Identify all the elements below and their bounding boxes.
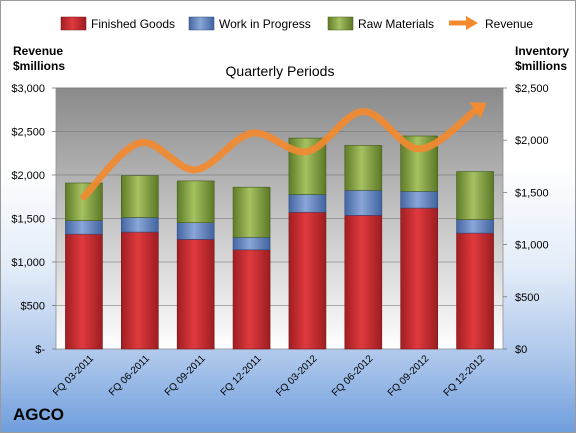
bar-work-in-progress-fq-03-2012 <box>288 194 327 213</box>
legend-swatch-finished-goods <box>60 16 87 31</box>
bar-work-in-progress-fq-12-2012 <box>456 219 494 234</box>
left-tick-label: $2,500 <box>11 127 45 139</box>
legend-swatch-revenue <box>449 16 478 30</box>
left-axis-title-line1: Revenue <box>13 44 63 58</box>
legend-label-finished-goods: Finished Goods <box>91 17 175 31</box>
bar-raw-materials-fq-06-2012 <box>344 145 383 191</box>
right-tick-label: $0 <box>515 344 527 356</box>
bar-finished-goods-fq-09-2012 <box>400 207 438 350</box>
revenue-line-arrowhead <box>469 102 487 119</box>
x-axis-ticks: FQ 03-2011 FQ 06-2011 FQ 09-2011 FQ 12-2011… <box>51 353 487 399</box>
bar-work-in-progress-fq-03-2011 <box>65 220 103 235</box>
bar-finished-goods-fq-12-2012 <box>456 232 494 350</box>
bar-finished-goods-fq-03-2011 <box>65 233 103 350</box>
right-tick-label: $2,000 <box>515 135 549 147</box>
bars <box>65 135 494 350</box>
legend-label-work-in-progress: Work in Progress <box>219 17 311 31</box>
right-tick-label: $1,000 <box>515 240 549 252</box>
bar-work-in-progress-fq-09-2012 <box>400 191 438 209</box>
bar-finished-goods-fq-06-2012 <box>344 215 383 350</box>
left-tick-label: $1,000 <box>11 257 45 269</box>
legend: Finished Goods Work in Progress Raw Mate… <box>60 16 533 31</box>
right-tick-label: $500 <box>515 292 539 304</box>
x-tick-label-fq-03-2011: FQ 03-2011 <box>51 353 96 398</box>
bar-work-in-progress-fq-06-2011 <box>121 217 159 233</box>
bar-raw-materials-fq-12-2011 <box>232 186 271 238</box>
bar-work-in-progress-fq-09-2011 <box>176 222 215 240</box>
left-axis-title-line2: $millions <box>13 59 65 73</box>
bar-finished-goods-fq-03-2012 <box>288 211 327 350</box>
x-tick-label-fq-12-2011: FQ 12-2011 <box>219 353 264 398</box>
legend-label-revenue: Revenue <box>485 17 533 31</box>
right-axis-ticks: $0 $500 $1,000 $1,500 $2,000 $2,500 <box>503 83 549 356</box>
revenue-line <box>80 102 487 201</box>
bar-raw-materials-fq-12-2012 <box>456 171 494 220</box>
bar-raw-materials-fq-06-2011 <box>121 175 159 218</box>
right-tick-label: $1,500 <box>515 187 549 199</box>
x-tick-label-fq-09-2011: FQ 09-2011 <box>163 353 208 398</box>
right-axis-title-line2: $millions <box>515 59 567 73</box>
bar-finished-goods-fq-06-2011 <box>121 231 159 350</box>
left-tick-label: $500 <box>21 301 45 313</box>
x-tick-label-fq-03-2012: FQ 03-2012 <box>274 353 320 399</box>
left-tick-label: $- <box>35 344 45 356</box>
bar-finished-goods-fq-12-2011 <box>232 249 271 350</box>
left-tick-label: $1,500 <box>11 214 45 226</box>
x-tick-label-fq-09-2012: FQ 09-2012 <box>386 353 432 399</box>
legend-swatch-raw-materials <box>327 16 354 31</box>
right-axis-title-line1: Inventory <box>515 44 569 58</box>
x-tick-label-fq-06-2011: FQ 06-2011 <box>107 353 152 398</box>
left-tick-label: $3,000 <box>11 83 45 95</box>
bar-raw-materials-fq-03-2011 <box>65 182 103 221</box>
company-name: AGCO <box>13 405 64 424</box>
bar-work-in-progress-fq-12-2011 <box>232 236 271 251</box>
bar-work-in-progress-fq-06-2012 <box>344 190 383 216</box>
x-tick-label-fq-12-2012: FQ 12-2012 <box>442 353 488 399</box>
bar-raw-materials-fq-09-2011 <box>176 180 215 223</box>
left-axis-ticks: $- $500 $1,000 $1,500 $2,000 $2,500 $3,000 <box>11 83 56 356</box>
legend-label-raw-materials: Raw Materials <box>358 17 434 31</box>
right-tick-label: $2,500 <box>515 83 549 95</box>
x-tick-label-fq-06-2012: FQ 06-2012 <box>330 353 376 399</box>
left-tick-label: $2,000 <box>11 170 45 182</box>
legend-swatch-work-in-progress <box>188 16 215 31</box>
chart-title: Quarterly Periods <box>226 63 335 79</box>
bar-finished-goods-fq-09-2011 <box>176 239 215 350</box>
